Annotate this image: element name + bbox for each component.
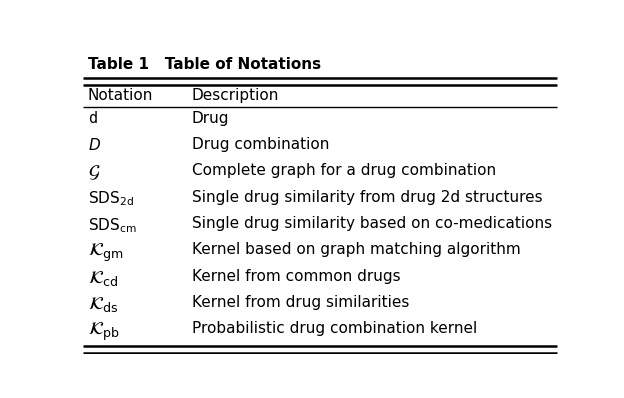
Text: Kernel from common drugs: Kernel from common drugs — [192, 269, 400, 284]
Text: Drug combination: Drug combination — [192, 137, 329, 152]
Text: Kernel from drug similarities: Kernel from drug similarities — [192, 295, 409, 310]
Text: $\mathcal{G}$: $\mathcal{G}$ — [87, 164, 100, 182]
Text: $\mathcal{K}_{\mathrm{pb}}$: $\mathcal{K}_{\mathrm{pb}}$ — [87, 321, 120, 343]
Text: Table 1   Table of Notations: Table 1 Table of Notations — [87, 57, 321, 72]
Text: Single drug similarity from drug 2d structures: Single drug similarity from drug 2d stru… — [192, 190, 542, 205]
Text: Notation: Notation — [87, 88, 153, 103]
Text: SDS$_{\mathrm{2d}}$: SDS$_{\mathrm{2d}}$ — [87, 190, 134, 209]
Text: $\mathcal{K}_{\mathrm{cd}}$: $\mathcal{K}_{\mathrm{cd}}$ — [87, 269, 119, 288]
Text: $D$: $D$ — [87, 137, 100, 153]
Text: $\mathcal{K}_{\mathrm{ds}}$: $\mathcal{K}_{\mathrm{ds}}$ — [87, 295, 119, 314]
Text: Description: Description — [192, 88, 279, 103]
Text: Probabilistic drug combination kernel: Probabilistic drug combination kernel — [192, 321, 477, 336]
Text: SDS$_{\mathrm{cm}}$: SDS$_{\mathrm{cm}}$ — [87, 216, 136, 235]
Text: $\mathcal{K}_{\mathrm{gm}}$: $\mathcal{K}_{\mathrm{gm}}$ — [87, 242, 124, 265]
Text: Complete graph for a drug combination: Complete graph for a drug combination — [192, 164, 496, 178]
Text: d: d — [87, 111, 97, 126]
Text: Drug: Drug — [192, 111, 229, 126]
Text: Single drug similarity based on co-medications: Single drug similarity based on co-medic… — [192, 216, 552, 231]
Text: Kernel based on graph matching algorithm: Kernel based on graph matching algorithm — [192, 242, 520, 257]
